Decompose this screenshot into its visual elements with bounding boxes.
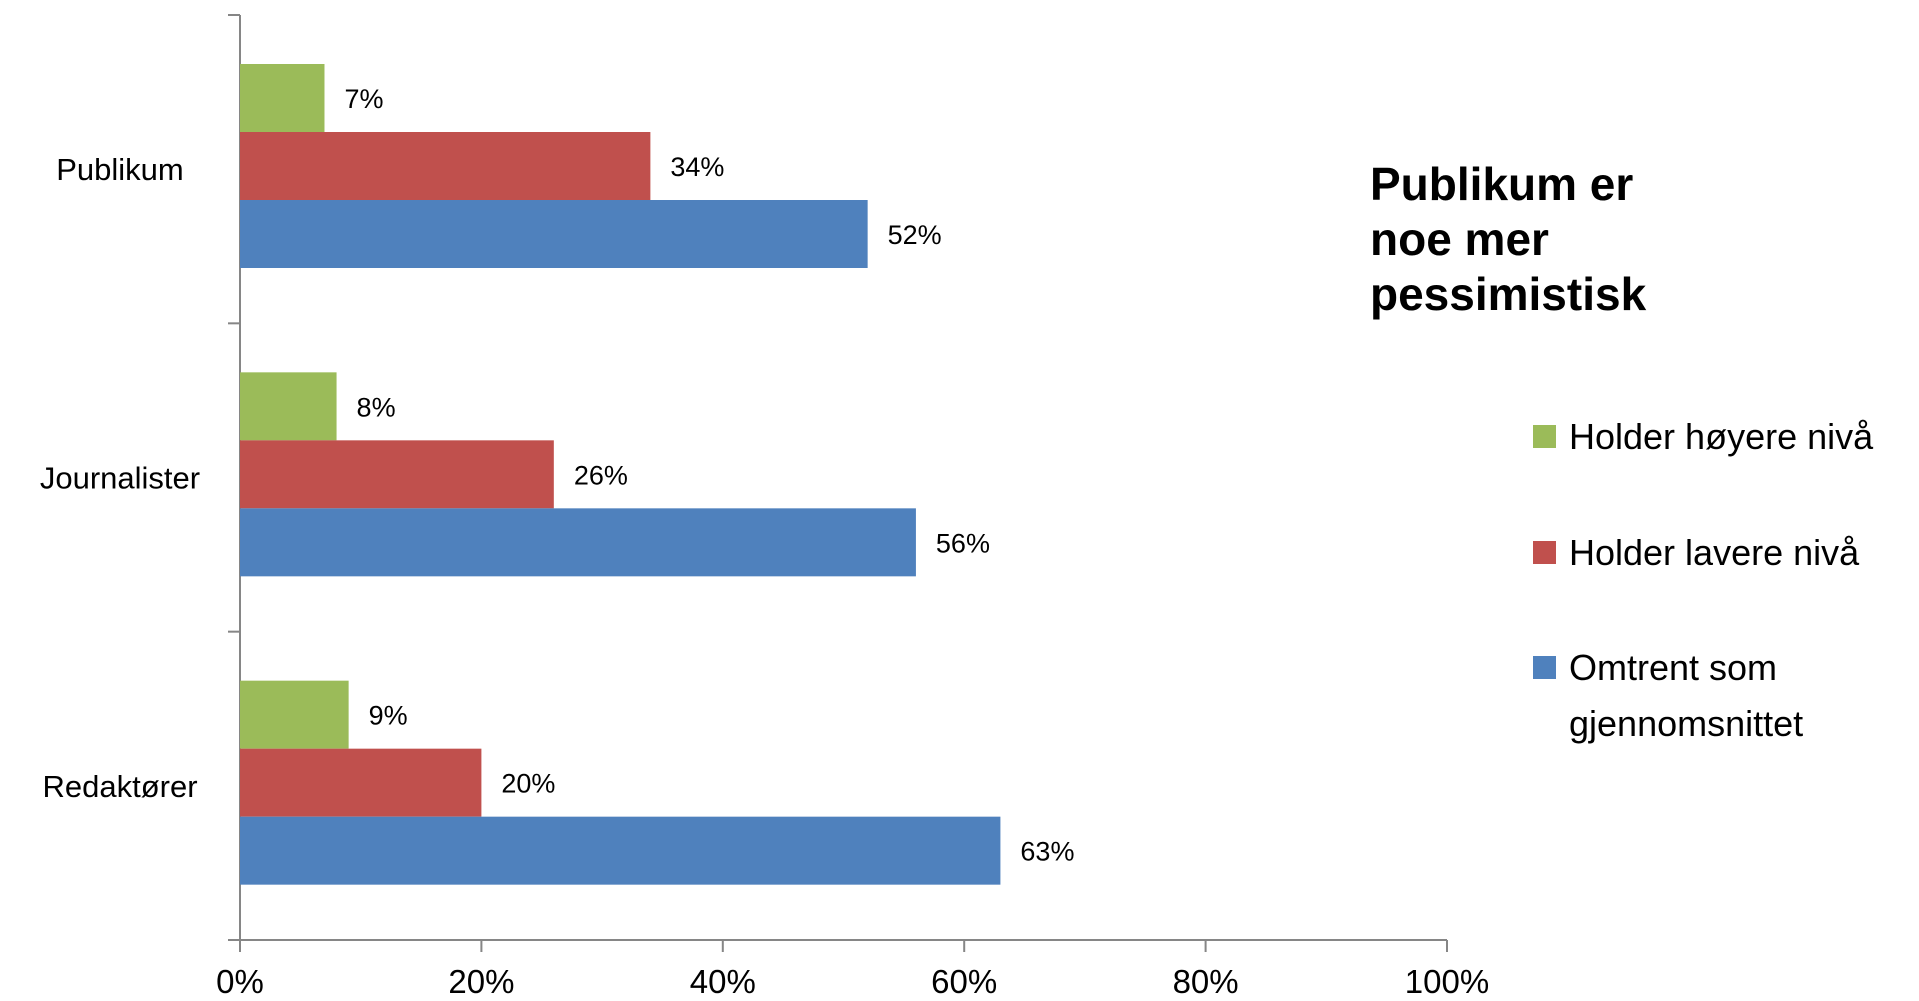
legend-label-line: Omtrent som [1569, 647, 1777, 688]
x-tick-label: 0% [216, 963, 264, 1000]
data-label: 7% [344, 84, 383, 114]
bar [240, 680, 349, 749]
legend-swatch [1533, 656, 1556, 679]
legend-label: Omtrent som gjennomsnittet [1569, 647, 1803, 744]
data-label: 34% [670, 152, 724, 182]
category-label: Publikum [56, 152, 184, 187]
legend-swatch [1533, 425, 1556, 448]
chart-legend: Holder høyere nivå Holder lavere nivå Omtr… [1533, 416, 1874, 744]
data-label: 63% [1020, 837, 1074, 867]
chart-title-line: noe mer [1370, 213, 1549, 265]
legend-label: Holder høyere nivå [1569, 416, 1874, 457]
x-tick-label: 40% [690, 963, 756, 1000]
bar [240, 440, 554, 509]
legend-label: Holder lavere nivå [1569, 532, 1860, 573]
data-label: 52% [888, 220, 942, 250]
data-label: 26% [574, 460, 628, 490]
category-label: Journalister [40, 461, 200, 496]
chart-labels: Publikum 7% 34% 52% Journalister 8% 26% 56% Reda… [40, 84, 1075, 867]
bar [240, 748, 482, 817]
chart-title-line: Publikum er [1370, 158, 1633, 210]
data-label: 20% [501, 769, 555, 799]
data-label: 8% [357, 392, 396, 422]
category-label: Redaktører [42, 769, 197, 804]
legend-swatch [1533, 541, 1556, 564]
chart-title-line: pessimistisk [1370, 268, 1647, 320]
data-label: 9% [369, 701, 408, 731]
legend-label-line: Holder lavere nivå [1569, 532, 1860, 573]
chart-title-text: Publikum er noe mer pessimistisk [1370, 158, 1647, 320]
chart-axes: 0% 20% 40% 60% 80% 100% [216, 14, 1489, 1000]
bar [240, 132, 651, 200]
bar [240, 200, 868, 268]
bar [240, 508, 916, 577]
chart-bars [240, 64, 1001, 885]
chart-title: Publikum er noe mer pessimistisk [1370, 158, 1647, 320]
data-label: 56% [936, 528, 990, 558]
x-tick-label: 20% [448, 963, 514, 1000]
legend-label-line: gjennomsnittet [1569, 703, 1803, 744]
x-tick-label: 80% [1173, 963, 1239, 1000]
bar [240, 372, 337, 441]
bar [240, 816, 1001, 885]
x-tick-label: 60% [931, 963, 997, 1000]
x-tick-label: 100% [1405, 963, 1489, 1000]
legend-label-line: Holder høyere nivå [1569, 416, 1874, 457]
bar [240, 64, 325, 132]
